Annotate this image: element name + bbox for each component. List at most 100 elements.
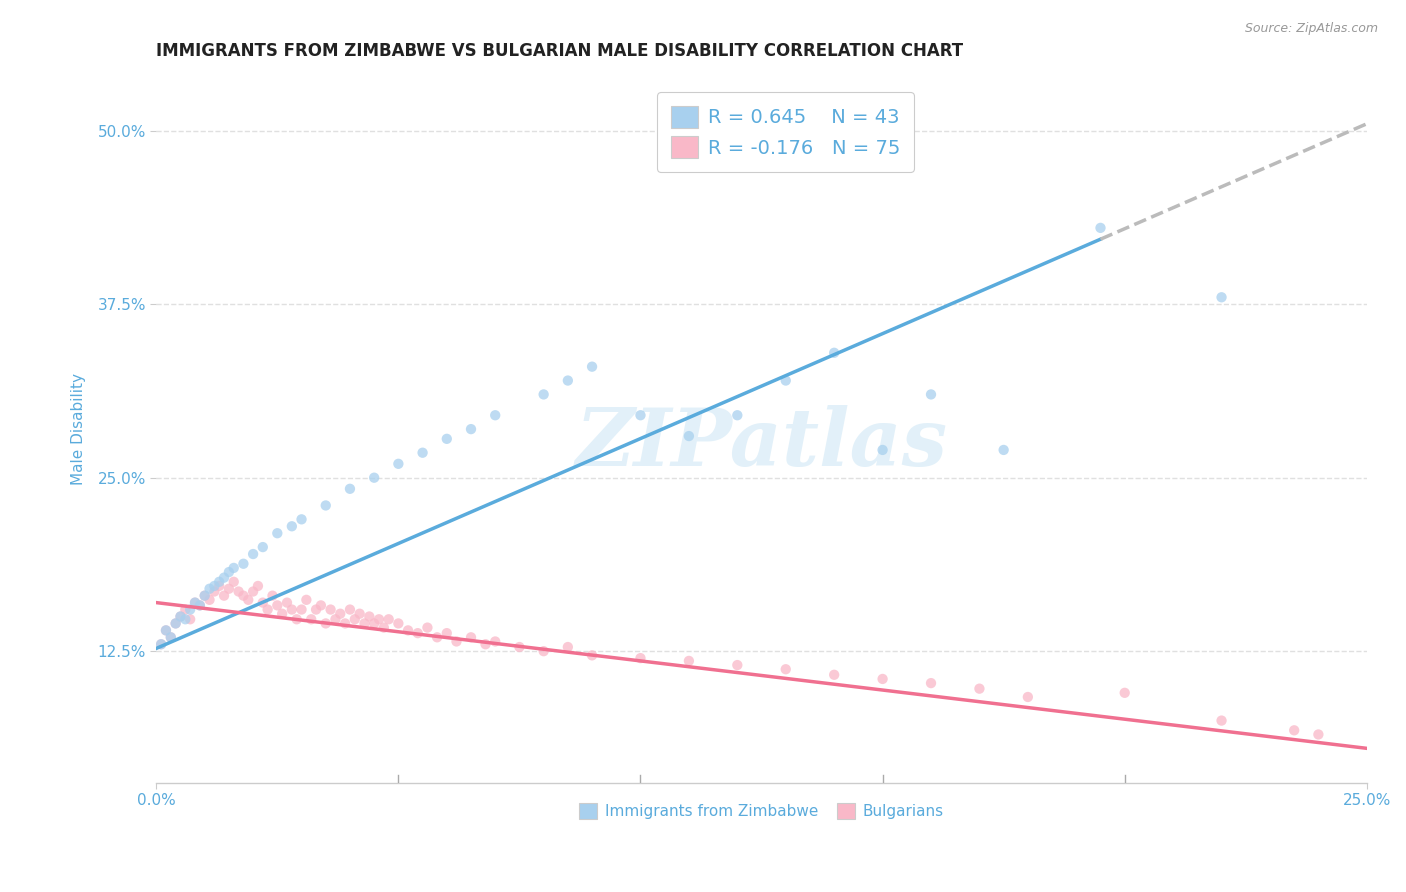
Point: [823, 346, 845, 360]
Point: [222, 574, 245, 589]
Point: [188, 599, 211, 613]
Point: [474, 637, 496, 651]
Point: [353, 616, 375, 631]
Point: [315, 616, 337, 631]
Point: [363, 616, 385, 631]
Point: [179, 602, 201, 616]
Point: [319, 602, 342, 616]
Point: [1211, 290, 1233, 304]
Point: [349, 607, 371, 621]
Point: [387, 457, 409, 471]
Point: [396, 624, 419, 638]
Point: [165, 616, 187, 631]
Point: [725, 658, 748, 673]
Point: [993, 442, 1015, 457]
Point: [678, 654, 700, 668]
Point: [155, 624, 177, 638]
Point: [281, 519, 304, 533]
Point: [339, 602, 361, 616]
Point: [184, 596, 207, 610]
Point: [581, 359, 603, 374]
Point: [169, 609, 191, 624]
Point: [155, 624, 177, 638]
Point: [198, 592, 221, 607]
Point: [295, 592, 318, 607]
Point: [725, 409, 748, 423]
Point: [581, 648, 603, 663]
Point: [377, 612, 399, 626]
Point: [222, 561, 245, 575]
Point: [232, 557, 254, 571]
Point: [305, 602, 328, 616]
Point: [1090, 220, 1112, 235]
Point: [872, 442, 894, 457]
Point: [460, 630, 482, 644]
Point: [208, 574, 231, 589]
Point: [242, 547, 264, 561]
Point: [387, 616, 409, 631]
Point: [373, 621, 395, 635]
Point: [150, 637, 173, 651]
Point: [218, 582, 240, 596]
Point: [343, 612, 366, 626]
Point: [218, 565, 240, 579]
Point: [406, 626, 429, 640]
Point: [184, 596, 207, 610]
Point: [159, 630, 181, 644]
Point: [212, 571, 235, 585]
Point: [920, 676, 942, 690]
Point: [484, 634, 506, 648]
Point: [194, 589, 217, 603]
Point: [232, 589, 254, 603]
Point: [775, 374, 797, 388]
Point: [446, 634, 468, 648]
Point: [208, 579, 231, 593]
Point: [169, 609, 191, 624]
Point: [276, 596, 298, 610]
Point: [252, 540, 274, 554]
Point: [630, 651, 652, 665]
Point: [969, 681, 991, 696]
Point: [557, 640, 579, 654]
Point: [299, 612, 322, 626]
Legend: Immigrants from Zimbabwe, Bulgarians: Immigrants from Zimbabwe, Bulgarians: [574, 797, 950, 825]
Point: [533, 387, 555, 401]
Point: [484, 409, 506, 423]
Point: [333, 616, 356, 631]
Point: [271, 607, 294, 621]
Point: [212, 589, 235, 603]
Point: [188, 599, 211, 613]
Point: [460, 422, 482, 436]
Point: [246, 579, 269, 593]
Point: [508, 640, 530, 654]
Point: [426, 630, 449, 644]
Point: [678, 429, 700, 443]
Point: [436, 432, 458, 446]
Point: [368, 612, 391, 626]
Point: [1114, 686, 1136, 700]
Point: [436, 626, 458, 640]
Point: [359, 609, 381, 624]
Point: [363, 471, 385, 485]
Point: [920, 387, 942, 401]
Point: [1282, 723, 1305, 738]
Point: [281, 602, 304, 616]
Point: [262, 589, 284, 603]
Point: [238, 592, 260, 607]
Point: [174, 612, 197, 626]
Point: [285, 612, 308, 626]
Point: [533, 644, 555, 658]
Point: [194, 589, 217, 603]
Point: [557, 374, 579, 388]
Point: [315, 499, 337, 513]
Y-axis label: Male Disability: Male Disability: [72, 373, 86, 485]
Point: [325, 612, 347, 626]
Point: [290, 512, 312, 526]
Point: [872, 672, 894, 686]
Point: [630, 409, 652, 423]
Point: [202, 579, 225, 593]
Point: [1211, 714, 1233, 728]
Point: [309, 599, 332, 613]
Point: [198, 582, 221, 596]
Point: [329, 607, 352, 621]
